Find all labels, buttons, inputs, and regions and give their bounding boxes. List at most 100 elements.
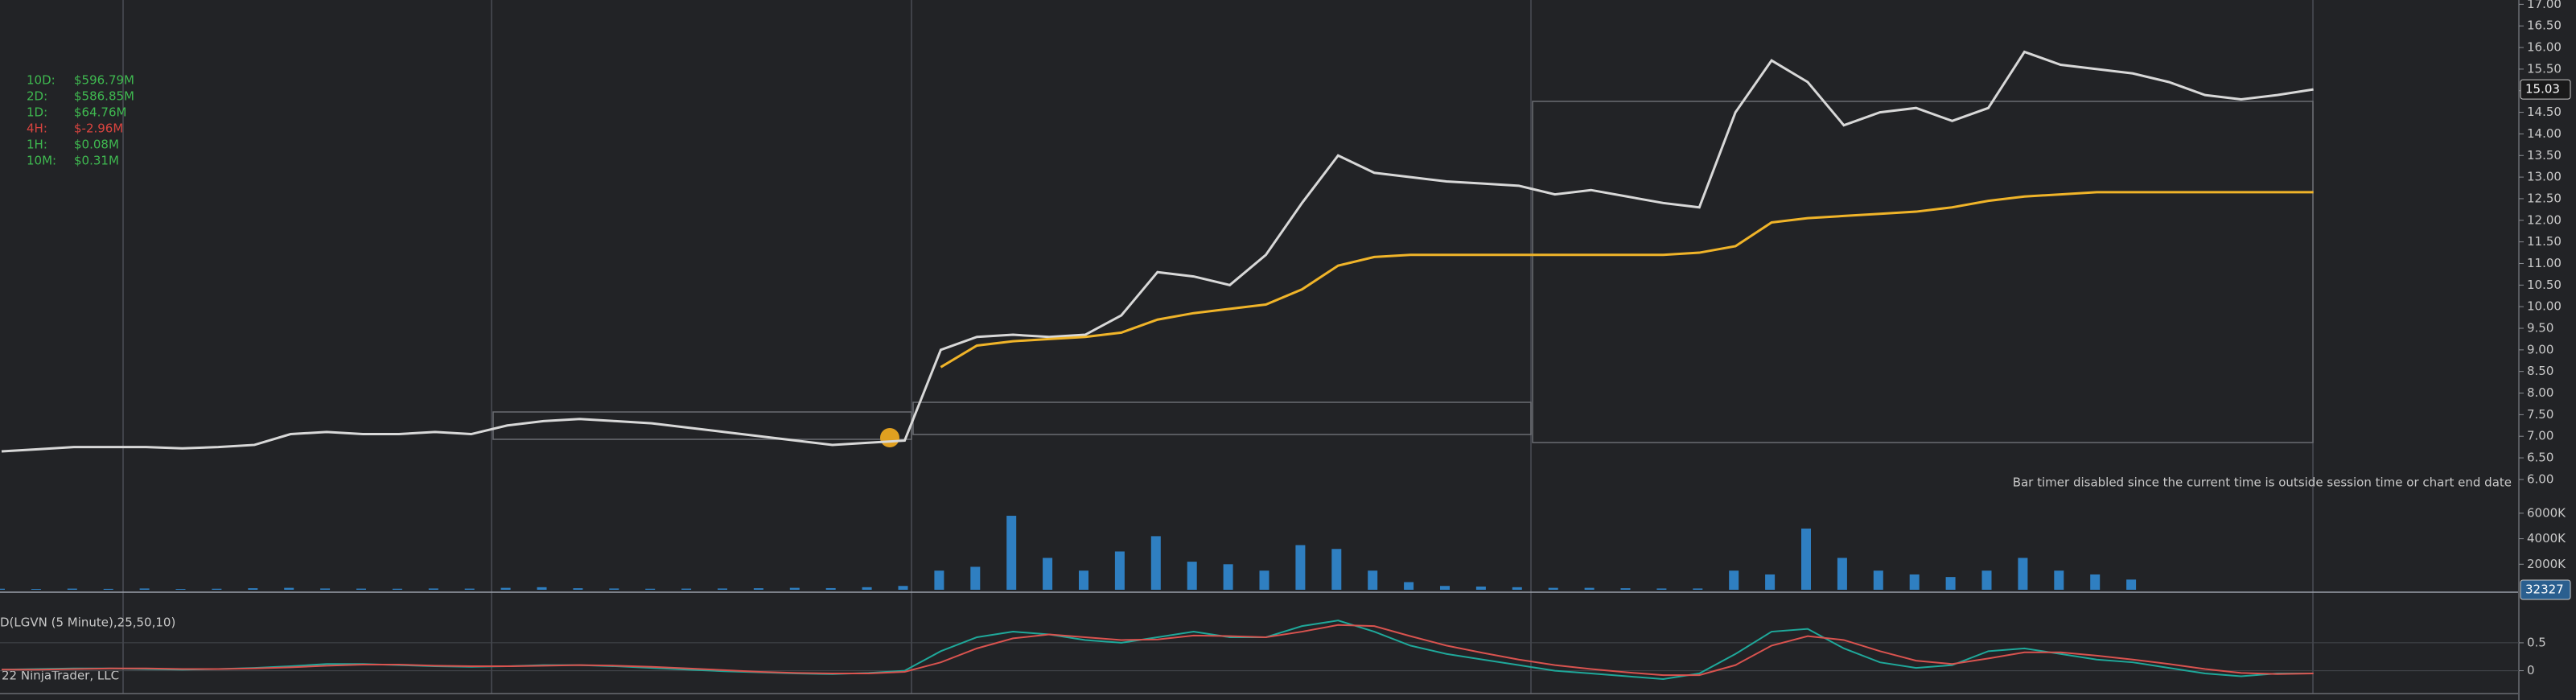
volume-bar xyxy=(1584,587,1595,590)
volume-bar xyxy=(2126,579,2137,590)
volume-bar xyxy=(1693,588,1703,590)
volume-bar xyxy=(2090,574,2101,590)
volume-bar xyxy=(2054,570,2064,590)
y-tick-label: 11.50 xyxy=(2527,234,2562,249)
y-tick-label: 16.50 xyxy=(2527,19,2562,33)
copyright: 22 NinjaTrader, LLC xyxy=(2,669,119,683)
volume-bar xyxy=(1512,587,1522,590)
flow-value: $586.85M xyxy=(74,89,134,104)
flow-label: 10M: xyxy=(27,154,56,168)
flow-value: $0.08M xyxy=(74,138,119,152)
volume-bar xyxy=(103,588,113,590)
volume-bar xyxy=(139,588,150,590)
flow-value: $0.31M xyxy=(74,154,119,168)
volume-bar xyxy=(1150,536,1161,590)
y-tick-label: 15.50 xyxy=(2527,61,2562,76)
volume-bar xyxy=(1656,588,1667,590)
volume-bar xyxy=(609,588,619,590)
volume-bar xyxy=(428,588,438,590)
y-tick-label: 17.00 xyxy=(2527,0,2562,11)
volume-bar xyxy=(753,588,763,590)
flow-label: 10D: xyxy=(27,73,56,88)
volume-bar xyxy=(718,588,727,590)
volume-bar xyxy=(31,589,41,590)
volume-bar xyxy=(862,587,872,590)
volume-bar xyxy=(1295,545,1306,590)
volume-bar xyxy=(2018,558,2028,590)
volume-bar xyxy=(284,587,294,590)
volume-bar xyxy=(1114,551,1125,590)
volume-bar xyxy=(1945,577,1956,590)
volume-bar xyxy=(175,589,186,590)
volume-bar xyxy=(1765,574,1776,590)
flow-value: $596.79M xyxy=(74,73,134,88)
flow-label: 2D: xyxy=(27,89,47,104)
volume-bar xyxy=(970,566,981,590)
flow-label: 4H: xyxy=(27,121,47,136)
last-value: 15.03 xyxy=(2525,82,2560,97)
y-tick-label: 7.00 xyxy=(2527,429,2553,443)
y-tick-label: 8.50 xyxy=(2527,364,2553,378)
volume-bar xyxy=(645,588,656,590)
last-value-box xyxy=(2520,579,2571,600)
volume-bar xyxy=(1368,570,1378,590)
y-tick-label: 0.5 xyxy=(2527,635,2546,649)
y-tick-label: 4000K xyxy=(2527,531,2566,546)
volume-bar xyxy=(67,588,77,590)
series-line xyxy=(2,624,2314,677)
volume-bar xyxy=(1223,564,1233,590)
volume-bar xyxy=(934,570,944,590)
last-value: 32327 xyxy=(2525,583,2564,597)
y-tick-label: 2000K xyxy=(2527,557,2566,571)
volume-bar xyxy=(1837,558,1847,590)
y-tick-label: 12.00 xyxy=(2527,212,2562,227)
volume-bar xyxy=(1909,574,1920,590)
y-tick-label: 11.00 xyxy=(2527,256,2562,270)
volume-bar xyxy=(320,588,331,590)
y-tick-label: 13.50 xyxy=(2527,148,2562,163)
y-tick-label: 13.00 xyxy=(2527,170,2562,184)
volume-bar xyxy=(1548,587,1558,590)
level-box xyxy=(1532,101,2314,443)
last-value-box xyxy=(2520,79,2571,100)
volume-bar xyxy=(1079,570,1088,590)
volume-bar xyxy=(1006,516,1017,590)
volume-bar xyxy=(500,587,511,590)
y-tick-label: 7.50 xyxy=(2527,407,2553,422)
volume-bar xyxy=(356,588,366,590)
volume-bar xyxy=(1440,586,1450,590)
y-tick-label: 8.00 xyxy=(2527,385,2553,400)
volume-bar xyxy=(537,587,547,590)
volume-bar xyxy=(464,588,475,590)
volume-bar xyxy=(681,588,692,590)
marker-dot xyxy=(880,428,899,447)
volume-bar xyxy=(898,586,908,590)
flow-label: 1D: xyxy=(27,105,47,120)
y-tick-label: 14.50 xyxy=(2527,105,2562,119)
volume-bar xyxy=(789,587,800,590)
volume-bar xyxy=(1620,588,1631,590)
volume-bar xyxy=(1475,587,1486,590)
annotation: Bar timer disabled since the current tim… xyxy=(2013,476,2512,490)
y-tick-label: 9.50 xyxy=(2527,321,2553,336)
flow-value: $64.76M xyxy=(74,105,126,120)
volume-bar xyxy=(1981,570,1992,590)
volume-bar xyxy=(1187,562,1197,590)
y-tick-label: 9.00 xyxy=(2527,342,2553,356)
volume-bar xyxy=(825,587,836,590)
y-tick-label: 10.50 xyxy=(2527,278,2562,292)
volume-bar xyxy=(1043,558,1053,590)
volume-bar xyxy=(1259,570,1269,590)
y-tick-label: 6.00 xyxy=(2527,471,2553,486)
volume-bar xyxy=(0,588,5,590)
volume-bar xyxy=(1801,528,1811,590)
y-tick-label: 6000K xyxy=(2527,505,2566,520)
volume-bar xyxy=(1331,549,1342,590)
y-tick-label: 12.50 xyxy=(2527,191,2562,205)
volume-bar xyxy=(1404,582,1414,590)
volume-bar xyxy=(1729,570,1739,590)
volume-bar xyxy=(248,588,258,590)
y-tick-label: 14.00 xyxy=(2527,126,2562,141)
